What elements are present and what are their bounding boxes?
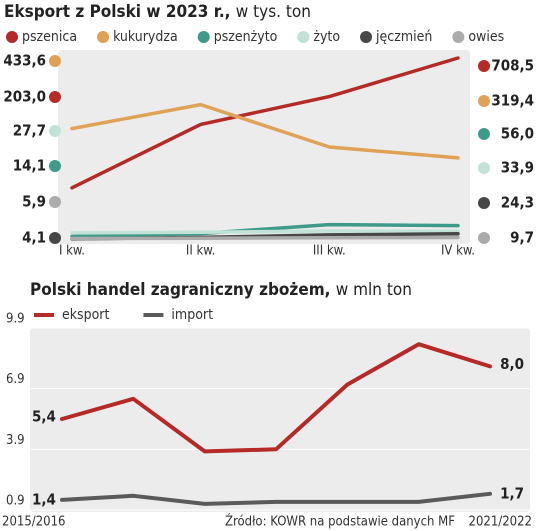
data-line xyxy=(70,222,460,239)
source-note: Źródło: KOWR na podstawie danych MF xyxy=(225,514,455,530)
legend-label: owies xyxy=(468,29,504,45)
x-tick-label: IV kw. xyxy=(441,244,475,259)
legend-marker xyxy=(97,31,110,43)
x-tick-label: I kw. xyxy=(59,244,85,259)
value-marker xyxy=(478,197,490,209)
legend-label: żyto xyxy=(313,29,340,45)
data-line xyxy=(60,491,492,506)
x-tick-label: III kw. xyxy=(313,244,346,259)
value-marker xyxy=(478,95,490,107)
chart-title: Polski handel zagraniczny zbożem, w mln … xyxy=(30,280,412,300)
value-marker xyxy=(478,162,490,174)
value-label: 33,9 xyxy=(501,159,534,177)
legend-marker xyxy=(360,31,373,43)
value-label: 319,4 xyxy=(491,92,534,110)
x-tick-label: 2015/2016 xyxy=(2,515,65,530)
value-marker xyxy=(49,55,61,67)
legend-marker xyxy=(452,31,465,43)
value-label: 14,1 xyxy=(13,157,46,175)
data-line xyxy=(60,342,492,454)
value-label: 1,7 xyxy=(500,484,524,502)
value-label: 56,0 xyxy=(501,125,534,143)
value-label: 24,3 xyxy=(501,194,534,212)
legend-marker xyxy=(297,31,310,43)
x-tick-label: 2021/2022 xyxy=(469,515,532,530)
value-marker xyxy=(49,160,61,172)
legend-marker xyxy=(6,31,18,43)
panel xyxy=(30,328,530,512)
legend-label: kukurydza xyxy=(113,29,178,45)
value-label: 27,7 xyxy=(13,122,46,140)
y-tick-label: 6.9 xyxy=(6,372,25,387)
value-label: 5,4 xyxy=(32,408,56,426)
value-label: 8,0 xyxy=(500,355,524,373)
value-marker xyxy=(49,91,61,103)
data-line xyxy=(70,229,460,235)
value-marker xyxy=(49,125,61,137)
value-label: 4,1 xyxy=(22,229,46,247)
value-marker xyxy=(49,196,61,208)
value-marker xyxy=(478,60,490,72)
value-label: 9,7 xyxy=(510,229,534,247)
legend-label: jęczmień xyxy=(375,29,432,45)
value-marker xyxy=(478,128,490,140)
chart-title: Eksport z Polski w 2023 r., w tys. ton xyxy=(4,2,311,22)
legend-marker xyxy=(197,31,210,43)
value-label: 1,4 xyxy=(32,490,56,508)
value-label: 433,6 xyxy=(3,52,46,70)
subtitle: w tys. ton xyxy=(236,2,311,22)
data-line xyxy=(70,102,460,160)
legend-label: import xyxy=(171,307,213,323)
y-tick-label: 9.9 xyxy=(6,312,25,327)
subtitle: w mln ton xyxy=(336,280,412,300)
legend-label: pszenżyto xyxy=(214,29,278,45)
value-label: 708,5 xyxy=(491,57,534,75)
data-line xyxy=(70,235,460,241)
data-line xyxy=(70,56,460,190)
title: Polski handel zagraniczny zbożem, xyxy=(30,280,330,300)
y-tick-label: 0.9 xyxy=(6,494,25,509)
value-marker xyxy=(49,232,61,244)
value-label: 5,9 xyxy=(22,193,46,211)
y-tick-label: 3.9 xyxy=(6,433,25,448)
value-marker xyxy=(478,232,490,244)
x-tick-label: II kw. xyxy=(186,244,215,259)
legend-label: eksport xyxy=(62,307,109,323)
panel xyxy=(58,50,470,244)
title: Eksport z Polski w 2023 r., xyxy=(4,2,230,22)
value-label: 203,0 xyxy=(3,88,46,106)
legend-label: pszenica xyxy=(22,29,77,45)
